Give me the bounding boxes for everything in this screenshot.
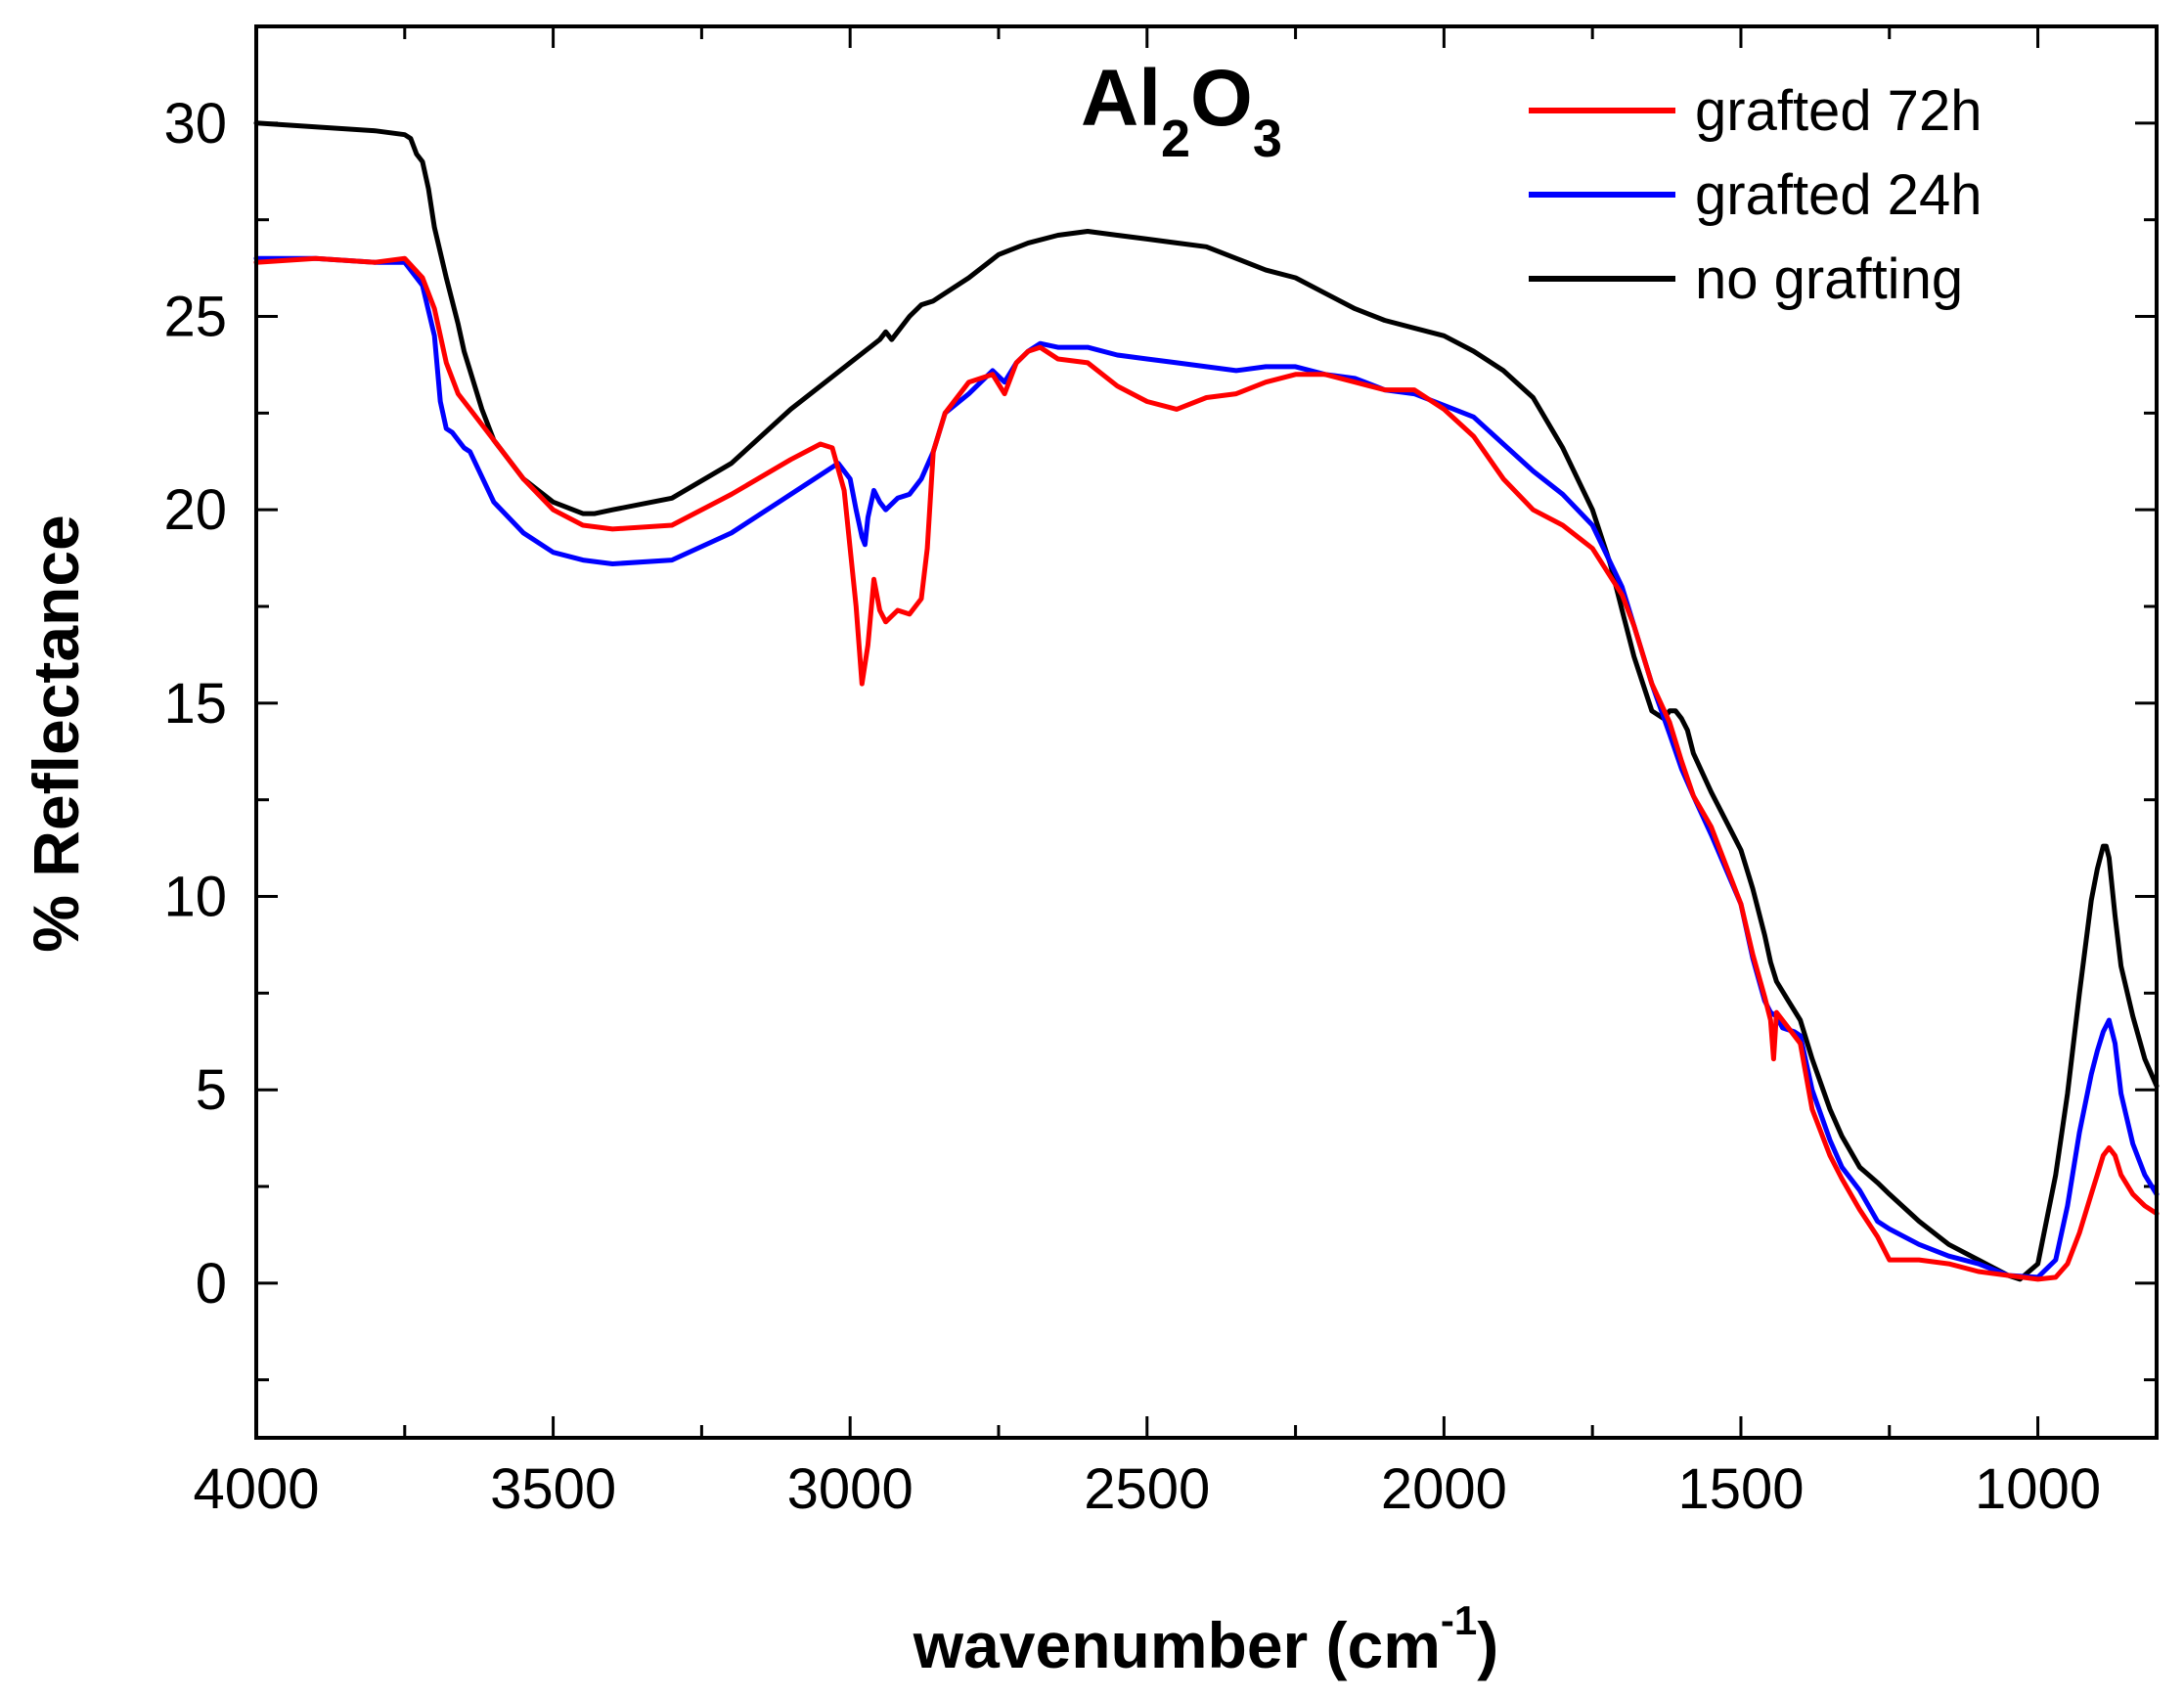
- legend: grafted 72h grafted 24h no grafting: [1529, 79, 1982, 311]
- series-line-no-grafting: [253, 120, 2160, 1282]
- plot-frame: [254, 24, 2159, 1440]
- y-tick-label: 0: [196, 1252, 227, 1316]
- y-tick-label: 10: [163, 866, 227, 929]
- y-tick-label: 15: [163, 672, 227, 736]
- chart-title-main: Al: [1081, 54, 1161, 143]
- x-axis-title-main: wavenumber (cm: [913, 1609, 1441, 1681]
- y-tick-label: 20: [163, 478, 227, 542]
- series-line-grafted-72h: [253, 255, 2160, 1282]
- y-axis-title: % Reflectance: [20, 514, 92, 953]
- x-tick-label: 4000: [193, 1457, 319, 1521]
- x-tick-label: 3500: [490, 1457, 616, 1521]
- x-axis-title-sup: -1: [1441, 1597, 1477, 1643]
- x-tick-label: 2500: [1084, 1457, 1210, 1521]
- x-tick-label: 1000: [1975, 1457, 2101, 1521]
- legend-label-grafted-24h: grafted 24h: [1695, 163, 1982, 227]
- y-tick-label: 30: [163, 92, 227, 156]
- chart-title-sub1: 2: [1161, 110, 1190, 168]
- x-axis-title: wavenumber (cm-1): [913, 1597, 1499, 1681]
- x-tick-label: 2000: [1381, 1457, 1507, 1521]
- y-tick-label: 5: [196, 1058, 227, 1122]
- x-tick-label: 3000: [787, 1457, 914, 1521]
- x-axis-title-close: ): [1477, 1609, 1498, 1681]
- legend-label-grafted-72h: grafted 72h: [1695, 79, 1982, 143]
- series-layer: [253, 120, 2160, 1282]
- chart-title-mid: O: [1190, 54, 1253, 143]
- legend-label-no-grafting: no grafting: [1695, 247, 1963, 311]
- chart-title-sub2: 3: [1253, 110, 1282, 168]
- y-tick-label: 25: [163, 286, 227, 349]
- chart-title: Al2O3: [1081, 54, 1282, 168]
- series-line-grafted-24h: [253, 255, 2160, 1280]
- ticks-layer: 4000 3500 3000 2500 2000 1500 1000 0 5 10 15 20 25 30: [163, 24, 2157, 1521]
- x-tick-label: 1500: [1677, 1457, 1804, 1521]
